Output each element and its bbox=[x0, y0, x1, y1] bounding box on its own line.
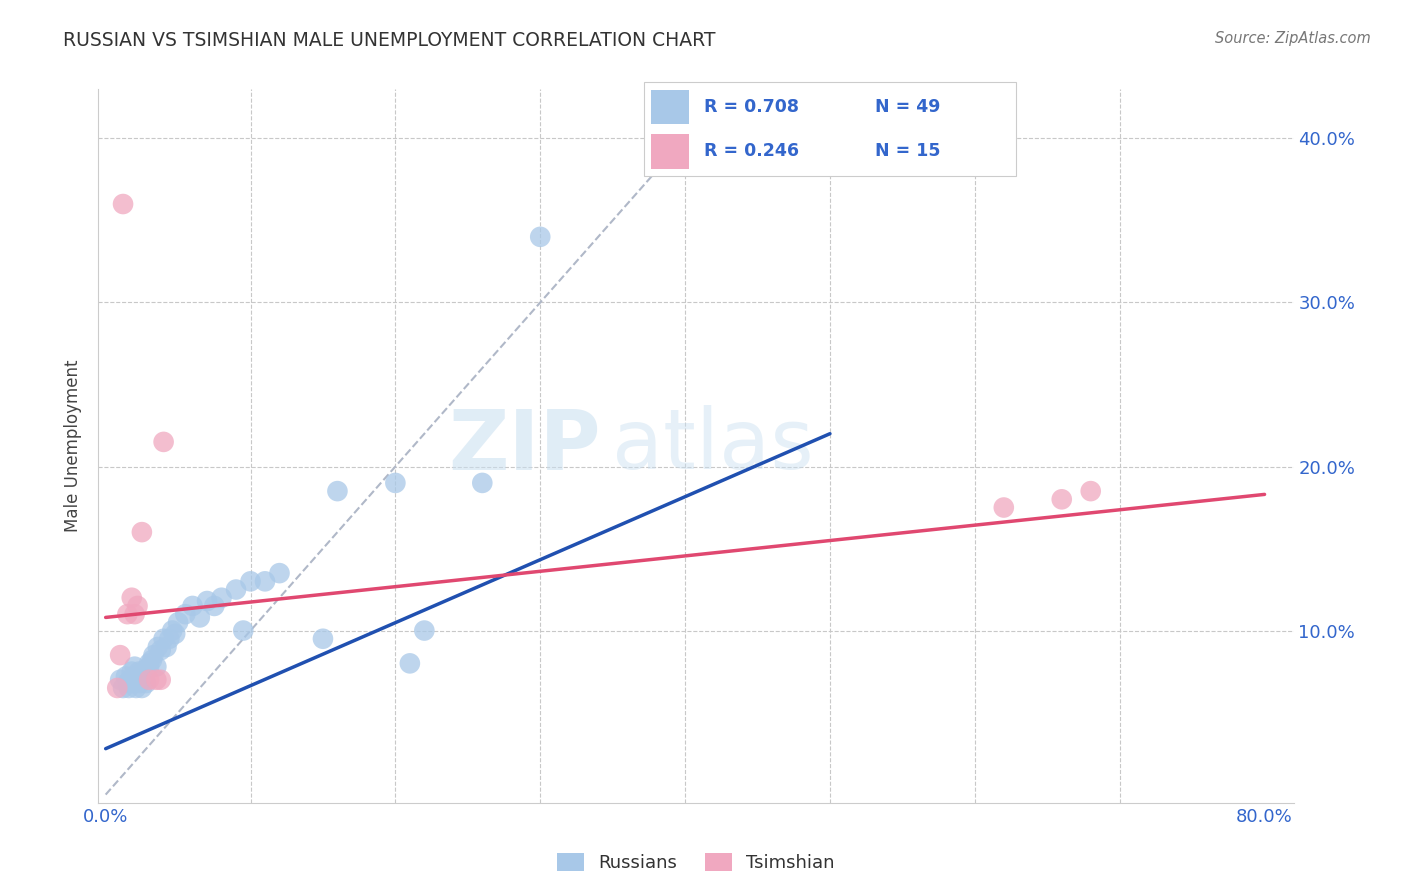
Point bbox=[188, 610, 211, 624]
Point bbox=[174, 607, 197, 622]
Point bbox=[239, 574, 262, 589]
Point bbox=[155, 640, 177, 654]
Point bbox=[145, 673, 167, 687]
Point bbox=[112, 197, 135, 211]
Point bbox=[105, 681, 128, 695]
Point bbox=[149, 643, 172, 657]
Point bbox=[108, 648, 131, 662]
Point bbox=[138, 673, 160, 687]
Point bbox=[128, 665, 150, 679]
Point bbox=[312, 632, 335, 646]
Text: R = 0.708: R = 0.708 bbox=[704, 98, 799, 116]
Point bbox=[157, 632, 180, 646]
Point bbox=[225, 582, 247, 597]
Point bbox=[115, 669, 138, 683]
Bar bbox=[651, 134, 689, 169]
Point bbox=[138, 659, 160, 673]
Point bbox=[529, 230, 551, 244]
Text: N = 49: N = 49 bbox=[875, 98, 941, 116]
Point bbox=[152, 434, 174, 449]
Text: Source: ZipAtlas.com: Source: ZipAtlas.com bbox=[1215, 31, 1371, 46]
Text: RUSSIAN VS TSIMSHIAN MALE UNEMPLOYMENT CORRELATION CHART: RUSSIAN VS TSIMSHIAN MALE UNEMPLOYMENT C… bbox=[63, 31, 716, 50]
Point bbox=[232, 624, 254, 638]
Point bbox=[993, 500, 1015, 515]
Point bbox=[202, 599, 225, 613]
Point bbox=[121, 665, 143, 679]
Point bbox=[124, 659, 146, 673]
Point bbox=[108, 673, 131, 687]
Point bbox=[162, 624, 184, 638]
Point bbox=[269, 566, 291, 581]
FancyBboxPatch shape bbox=[644, 82, 1015, 177]
Point bbox=[124, 607, 146, 622]
Text: ZIP: ZIP bbox=[449, 406, 600, 486]
Point bbox=[152, 632, 174, 646]
Point bbox=[129, 676, 152, 690]
Text: R = 0.246: R = 0.246 bbox=[704, 142, 799, 160]
Point bbox=[399, 657, 422, 671]
Point bbox=[132, 665, 155, 679]
Point bbox=[120, 673, 142, 687]
Point bbox=[1050, 492, 1073, 507]
Point bbox=[471, 475, 494, 490]
Point bbox=[149, 673, 172, 687]
Point bbox=[131, 681, 153, 695]
Point bbox=[117, 607, 139, 622]
Point bbox=[384, 475, 406, 490]
Point bbox=[124, 669, 146, 683]
Point bbox=[253, 574, 276, 589]
Point bbox=[131, 525, 153, 540]
Y-axis label: Male Unemployment: Male Unemployment bbox=[65, 359, 83, 533]
Legend: Russians, Tsimshian: Russians, Tsimshian bbox=[550, 846, 842, 880]
Point bbox=[167, 615, 190, 630]
Point bbox=[121, 591, 143, 605]
Point bbox=[125, 681, 148, 695]
Point bbox=[122, 676, 145, 690]
Bar bbox=[651, 90, 689, 124]
Point bbox=[127, 673, 149, 687]
Point bbox=[211, 591, 233, 605]
Point bbox=[127, 599, 149, 613]
Point bbox=[145, 659, 167, 673]
Point bbox=[141, 653, 163, 667]
Point bbox=[181, 599, 204, 613]
Point bbox=[135, 676, 157, 690]
Point bbox=[142, 648, 165, 662]
Point bbox=[1080, 484, 1102, 499]
Text: atlas: atlas bbox=[613, 406, 814, 486]
Point bbox=[146, 640, 169, 654]
Point bbox=[165, 627, 187, 641]
Point bbox=[112, 681, 135, 695]
Text: N = 15: N = 15 bbox=[875, 142, 941, 160]
Point bbox=[195, 594, 218, 608]
Point bbox=[413, 624, 436, 638]
Point bbox=[134, 673, 156, 687]
Point bbox=[118, 681, 141, 695]
Point bbox=[117, 676, 139, 690]
Point bbox=[138, 657, 160, 671]
Point bbox=[326, 484, 349, 499]
